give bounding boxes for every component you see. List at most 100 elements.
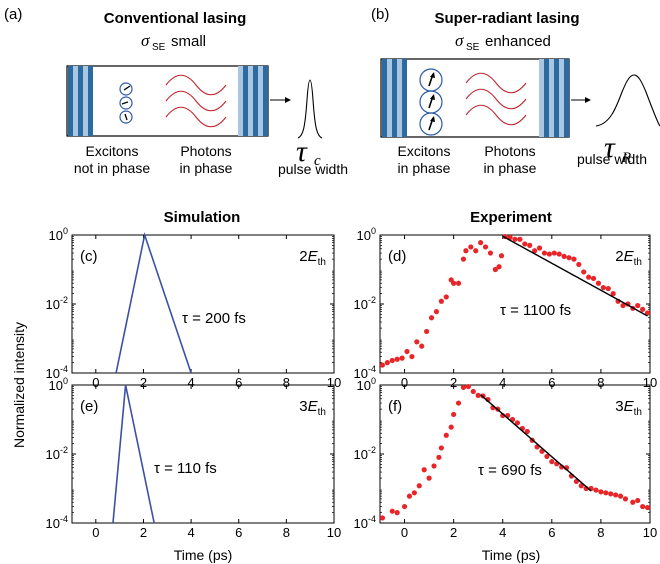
data-point <box>404 348 410 355</box>
data-point <box>460 256 467 262</box>
data-point <box>443 294 449 300</box>
x-axis-label-right: Time (ps) <box>482 547 541 563</box>
panel-label: (d) <box>388 248 406 265</box>
axes-frame <box>379 384 651 524</box>
data-point <box>603 490 609 496</box>
pulse-width-label: pulse width <box>577 151 647 167</box>
data-point <box>394 510 400 516</box>
x-tick-label: 6 <box>548 375 555 390</box>
data-point <box>640 503 646 510</box>
data-point <box>617 493 624 499</box>
data-point <box>379 362 386 368</box>
axes-frame <box>71 234 335 374</box>
data-point <box>527 242 533 248</box>
data-point <box>571 256 577 262</box>
panel-b-schematic: (b) Super-radiant lasing σ SE enhanced <box>371 6 660 176</box>
data-point <box>424 328 430 335</box>
panel-b-title: Super-radiant lasing <box>434 10 579 27</box>
x-tick-label: 6 <box>548 525 555 540</box>
y-tick-label: 10-2 <box>46 445 68 462</box>
photons-label-2: in phase <box>180 160 233 176</box>
data-point <box>546 251 552 257</box>
photons-label-1: Photons <box>484 143 535 159</box>
tau-c-symbol: τ <box>296 135 308 168</box>
data-point <box>463 248 469 254</box>
data-point <box>428 315 435 321</box>
sigma-subscript: SE <box>152 42 166 53</box>
y-axis-label: Normalized intensity <box>11 322 27 448</box>
x-tick-label: 6 <box>235 375 242 390</box>
excitons-label-2: in phase <box>398 160 451 176</box>
y-tick-label: 100 <box>357 376 376 393</box>
tau-annotation: τ = 1100 fs <box>500 302 571 319</box>
excitons-label-1: Excitons <box>86 143 139 159</box>
panel-b-sigma: σ SE enhanced <box>455 31 551 53</box>
x-tick-label: 8 <box>597 525 604 540</box>
data-point <box>409 353 415 360</box>
data-point <box>482 244 489 250</box>
panel-a-schematic: (a) Conventional lasing σ SE small <box>4 6 348 177</box>
data-point <box>578 483 584 489</box>
tau-r-subscript: R <box>621 150 631 166</box>
x-tick-label: 2 <box>140 375 147 390</box>
x-tick-label: 6 <box>235 525 242 540</box>
data-point <box>468 244 474 250</box>
x-tick-label: 2 <box>450 375 457 390</box>
data-point <box>522 241 528 247</box>
data-point <box>512 236 518 242</box>
sigma-desc: small <box>171 33 206 50</box>
x-tick-label: 0 <box>401 525 408 540</box>
data-point <box>635 302 641 309</box>
data-point <box>487 250 494 256</box>
narrow-pulse <box>297 79 323 139</box>
data-point <box>379 515 386 521</box>
data-point <box>507 234 513 241</box>
tau-annotation: τ = 690 fs <box>478 462 542 479</box>
data-point <box>561 253 567 259</box>
data-point <box>401 503 408 510</box>
x-tick-label: 0 <box>92 375 99 390</box>
data-point <box>549 459 555 465</box>
output-arrow <box>571 97 591 103</box>
tau-r-symbol: τ <box>604 131 616 164</box>
data-point <box>455 400 462 406</box>
panel-label: (c) <box>80 248 98 265</box>
experiment-title: Experiment <box>470 209 552 226</box>
simulation-title: Simulation <box>164 209 241 226</box>
data-point <box>610 291 616 297</box>
data-point <box>581 269 587 275</box>
data-point <box>536 245 543 251</box>
data-point <box>595 280 602 286</box>
data-point <box>605 285 611 292</box>
x-tick-label: 10 <box>327 375 341 390</box>
data-point <box>590 275 597 282</box>
output-arrow <box>270 97 291 103</box>
y-tick-label: 10-4 <box>354 514 376 531</box>
data-point <box>598 489 604 495</box>
left-mirror <box>382 59 407 137</box>
x-tick-label: 10 <box>643 375 657 390</box>
x-tick-label: 2 <box>140 525 147 540</box>
data-point <box>640 306 646 312</box>
data-point <box>644 504 651 511</box>
data-point <box>541 250 548 256</box>
data-point <box>436 454 442 460</box>
photons-label-2: in phase <box>484 160 537 176</box>
data-point <box>421 467 427 473</box>
data-point <box>566 255 572 261</box>
x-axis-label-left: Time (ps) <box>174 547 233 563</box>
tau-annotation: τ = 200 fs <box>182 310 246 327</box>
simulation-curve <box>112 384 155 524</box>
data-point <box>586 274 592 280</box>
excitons-label-1: Excitons <box>398 143 451 159</box>
x-tick-label: 4 <box>187 375 194 390</box>
energy-label: 3Eth <box>615 398 642 418</box>
data-point <box>517 236 523 242</box>
data-point <box>451 280 457 286</box>
data-point <box>498 253 505 259</box>
excitons-in-phase <box>419 68 443 136</box>
